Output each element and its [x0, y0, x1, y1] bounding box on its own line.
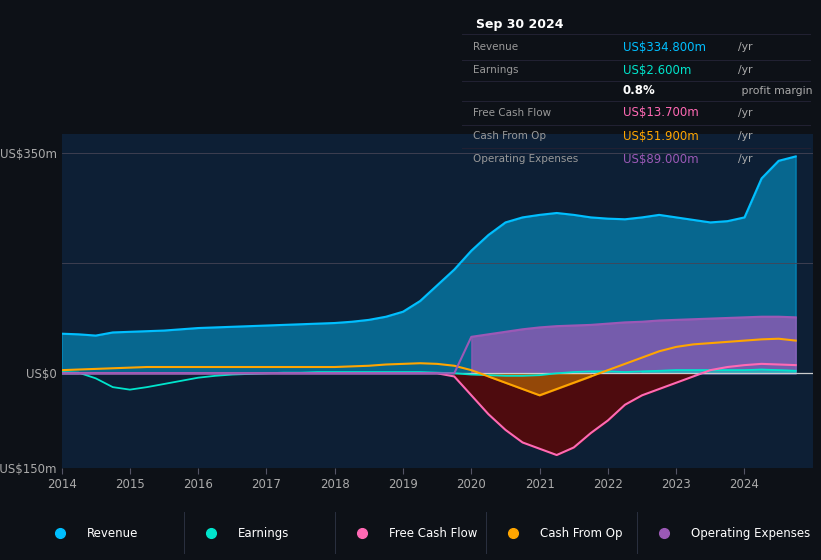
Text: US$51.900m: US$51.900m: [623, 129, 699, 142]
Text: 0.8%: 0.8%: [623, 85, 655, 97]
Text: Revenue: Revenue: [86, 527, 138, 540]
Text: Operating Expenses: Operating Expenses: [690, 527, 810, 540]
Text: /yr: /yr: [738, 66, 752, 75]
Text: Earnings: Earnings: [473, 66, 518, 75]
Text: profit margin: profit margin: [738, 86, 812, 96]
Text: Earnings: Earnings: [237, 527, 289, 540]
Text: Cash From Op: Cash From Op: [473, 131, 546, 141]
Text: Sep 30 2024: Sep 30 2024: [476, 18, 564, 31]
Text: US$89.000m: US$89.000m: [623, 153, 699, 166]
Text: Revenue: Revenue: [473, 42, 518, 52]
Text: Free Cash Flow: Free Cash Flow: [388, 527, 477, 540]
Text: Cash From Op: Cash From Op: [539, 527, 622, 540]
Text: /yr: /yr: [738, 42, 752, 52]
Text: Operating Expenses: Operating Expenses: [473, 155, 578, 164]
Text: US$334.800m: US$334.800m: [623, 41, 706, 54]
Text: US$2.600m: US$2.600m: [623, 64, 691, 77]
Text: /yr: /yr: [738, 108, 752, 118]
Text: US$13.700m: US$13.700m: [623, 106, 699, 119]
Text: /yr: /yr: [738, 155, 752, 164]
Text: Free Cash Flow: Free Cash Flow: [473, 108, 551, 118]
Text: /yr: /yr: [738, 131, 752, 141]
